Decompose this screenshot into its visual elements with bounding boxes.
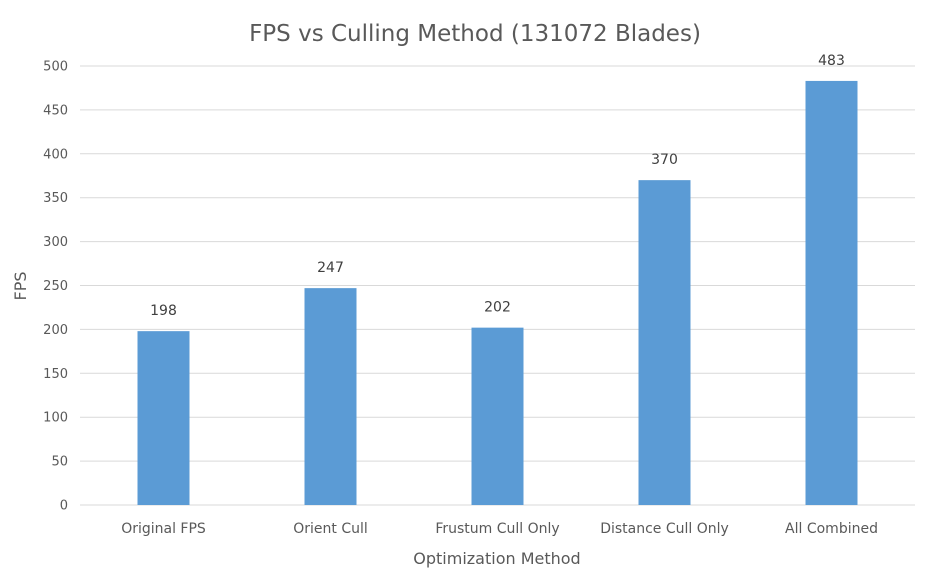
x-axis-ticks: Original FPS Orient Cull Frustum Cull Only… — [121, 521, 878, 537]
chart-title: FPS vs Culling Method (131072 Blades) — [249, 21, 701, 47]
y-tick-label: 150 — [43, 367, 68, 382]
x-tick-label: Orient Cull — [293, 521, 368, 537]
data-label: 483 — [818, 53, 845, 69]
y-tick-label: 50 — [51, 455, 68, 470]
data-label: 370 — [651, 152, 678, 168]
x-tick-label: Frustum Cull Only — [435, 521, 559, 537]
y-tick-label: 0 — [60, 499, 68, 514]
bar — [304, 288, 357, 505]
x-axis-title: Optimization Method — [413, 549, 580, 568]
y-tick-label: 100 — [43, 411, 68, 426]
bar — [471, 327, 524, 505]
data-label: 247 — [317, 260, 344, 276]
x-tick-label: Original FPS — [121, 521, 206, 537]
bar — [638, 180, 691, 505]
y-tick-label: 250 — [43, 279, 68, 294]
y-tick-label: 350 — [43, 191, 68, 206]
bars — [137, 80, 858, 506]
y-tick-label: 500 — [43, 60, 68, 75]
data-label: 198 — [150, 303, 177, 319]
y-tick-label: 300 — [43, 235, 68, 250]
bar — [805, 80, 858, 506]
y-tick-label: 450 — [43, 103, 68, 118]
y-axis-ticks: 0 50 100 150 200 250 300 350 400 450 500 — [43, 60, 68, 514]
y-tick-label: 400 — [43, 147, 68, 162]
y-axis-title: FPS — [11, 271, 30, 300]
x-tick-label: All Combined — [785, 521, 878, 537]
bar — [137, 331, 190, 505]
y-tick-label: 200 — [43, 323, 68, 338]
data-labels: 198 247 202 370 483 — [150, 53, 845, 319]
data-label: 202 — [484, 300, 511, 316]
x-tick-label: Distance Cull Only — [600, 521, 729, 537]
